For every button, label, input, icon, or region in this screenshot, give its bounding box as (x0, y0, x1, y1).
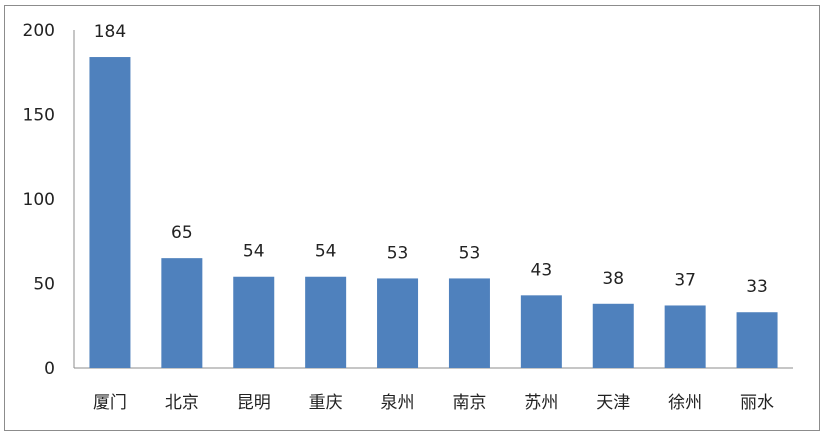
y-tick-label: 200 (23, 21, 55, 41)
x-tick-label: 徐州 (668, 393, 702, 413)
data-label: 65 (171, 223, 193, 243)
data-label: 53 (459, 243, 481, 263)
bar-5 (448, 278, 490, 368)
bar-3 (305, 276, 347, 368)
x-tick-label: 苏州 (524, 393, 558, 413)
y-tick-label: 150 (23, 106, 55, 126)
data-label: 33 (746, 277, 768, 297)
chart-frame (4, 5, 820, 431)
bar-8 (664, 305, 706, 368)
data-label: 37 (674, 270, 696, 290)
data-label: 54 (243, 242, 265, 262)
y-tick-label: 100 (23, 190, 55, 210)
bar-7 (592, 303, 634, 368)
bar-4 (377, 278, 419, 368)
bar-1 (161, 258, 203, 368)
data-label: 54 (315, 242, 337, 262)
data-label: 184 (94, 22, 126, 42)
y-tick-label: 0 (44, 359, 55, 379)
data-label: 53 (387, 243, 409, 263)
x-tick-label: 重庆 (309, 393, 343, 413)
x-tick-label: 丽水 (740, 393, 774, 413)
bar-2 (233, 276, 275, 368)
x-tick-label: 天津 (596, 393, 630, 413)
x-tick-label: 昆明 (237, 393, 271, 413)
bar-9 (736, 312, 778, 368)
bar-0 (89, 57, 131, 368)
data-label: 38 (602, 269, 624, 289)
bar-6 (520, 295, 562, 368)
data-label: 43 (531, 260, 553, 280)
x-tick-label: 泉州 (381, 393, 415, 413)
y-tick-label: 50 (33, 275, 55, 295)
x-tick-label: 厦门 (93, 393, 127, 413)
x-tick-label: 南京 (452, 393, 486, 413)
x-tick-label: 北京 (165, 393, 199, 413)
